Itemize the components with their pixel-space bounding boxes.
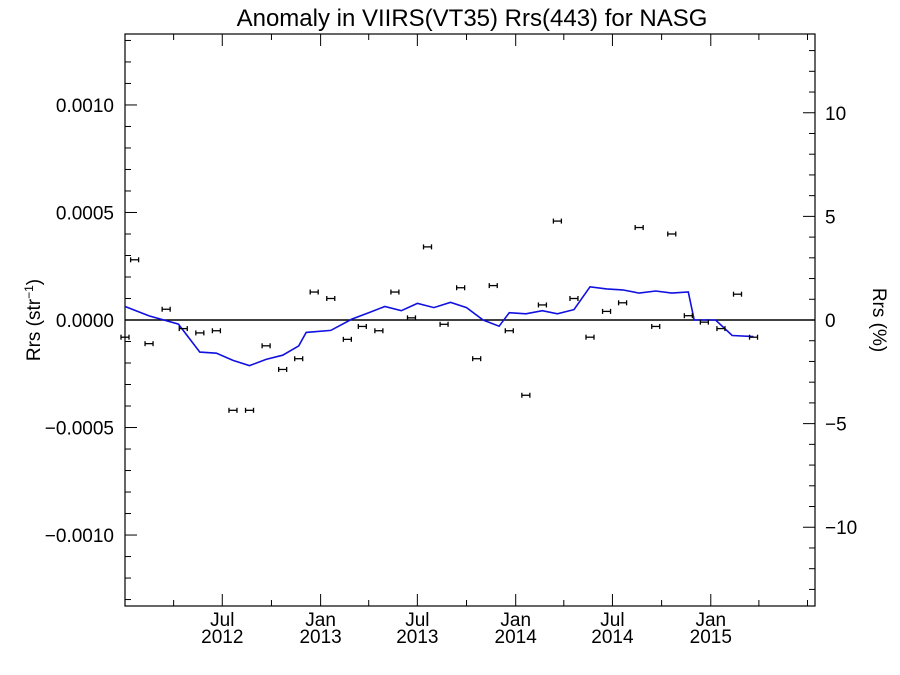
data-point <box>342 336 352 342</box>
x-tick-label-year: 2012 <box>201 627 243 648</box>
data-point <box>585 334 595 340</box>
x-tick-label-year: 2014 <box>495 627 538 648</box>
data-point <box>634 225 644 231</box>
data-point <box>552 218 563 224</box>
x-tick-label-year: 2013 <box>396 627 438 648</box>
data-point <box>716 326 726 332</box>
left-axis-label-text: Rrs (str <box>24 298 45 361</box>
data-point <box>120 334 130 340</box>
data-point <box>422 244 433 250</box>
right-tick-label: 5 <box>825 207 836 228</box>
x-tick-label-month: Jan <box>500 610 531 631</box>
data-point <box>667 231 677 237</box>
data-point <box>683 313 693 319</box>
right-tick-label: −10 <box>825 518 857 539</box>
left-tick-label: 0.0000 <box>56 311 114 332</box>
data-point <box>309 289 319 295</box>
data-point <box>699 319 710 325</box>
x-tick-label-year: 2014 <box>591 627 634 648</box>
left-tick-label: −0.0010 <box>45 526 114 547</box>
x-tick-label-month: Jul <box>210 610 234 631</box>
data-point <box>651 323 661 329</box>
x-tick-label-month: Jul <box>405 610 429 631</box>
svg-text:Rrs (str−1): Rrs (str−1) <box>22 279 45 361</box>
data-point <box>228 407 238 413</box>
data-point <box>617 300 628 306</box>
anomaly-percent-line <box>124 285 754 367</box>
data-point <box>406 315 417 321</box>
data-point <box>129 257 140 263</box>
data-point <box>748 334 759 340</box>
data-point <box>161 306 171 312</box>
x-tick-label-year: 2015 <box>690 627 732 648</box>
data-point <box>144 341 154 347</box>
left-tick-label: 0.0010 <box>56 96 114 117</box>
data-point <box>326 295 336 301</box>
data-point <box>278 366 288 372</box>
data-point <box>455 285 466 291</box>
left-axis-label-close: ) <box>24 279 45 285</box>
left-axis-label: Rrs (str−1) <box>22 279 45 361</box>
data-point <box>537 302 548 308</box>
right-axis-label: Rrs (%) <box>868 288 889 352</box>
data-point <box>732 291 743 297</box>
data-point <box>244 407 255 413</box>
data-point <box>504 328 514 334</box>
right-tick-label: 10 <box>825 104 846 125</box>
data-point <box>488 283 498 289</box>
data-point <box>374 328 384 334</box>
chart-title: Anomaly in VIIRS(VT35) Rrs(443) for NASG <box>237 5 708 32</box>
data-point <box>521 392 531 398</box>
x-tick-label-month: Jul <box>600 610 624 631</box>
data-point <box>261 343 271 349</box>
data-point <box>601 308 612 314</box>
x-tick-label-year: 2013 <box>299 627 341 648</box>
data-point <box>569 295 579 301</box>
left-tick-label: −0.0005 <box>45 419 114 440</box>
data-point <box>472 356 482 362</box>
data-point <box>195 330 205 336</box>
data-point <box>357 323 367 329</box>
data-point <box>390 289 400 295</box>
x-tick-label-month: Jan <box>695 610 726 631</box>
right-tick-label: −5 <box>825 415 847 436</box>
data-point <box>178 326 188 332</box>
left-tick-label: 0.0005 <box>56 203 114 224</box>
data-point <box>294 356 304 362</box>
data-point <box>211 328 222 334</box>
x-tick-label-month: Jan <box>305 610 336 631</box>
data-point <box>439 321 449 327</box>
right-tick-label: 0 <box>825 311 836 332</box>
left-axis-label-sup: −1 <box>22 285 36 299</box>
